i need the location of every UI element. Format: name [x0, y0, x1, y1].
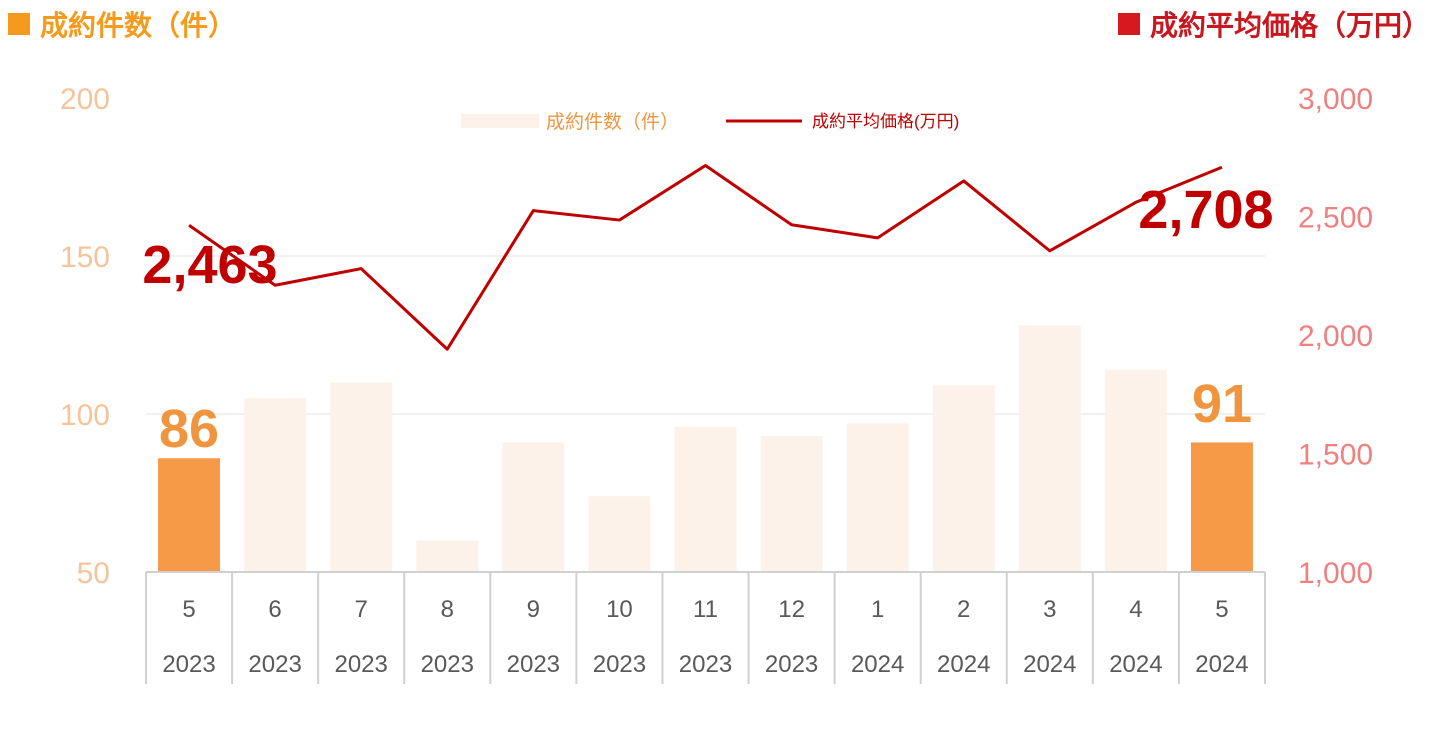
- right-axis-title-text: 成約平均価格（万円）: [1149, 9, 1430, 42]
- x-month-label: 9: [527, 596, 540, 623]
- bar-highlight: [158, 458, 221, 572]
- x-year-label: 2024: [1195, 651, 1248, 678]
- bar: [244, 398, 307, 572]
- x-month-label: 7: [355, 596, 368, 623]
- bar: [1018, 325, 1081, 572]
- price-line: [188, 164, 1223, 351]
- x-year-label: 2023: [334, 651, 387, 678]
- bar: [1104, 369, 1167, 572]
- orange-square-icon: [8, 13, 30, 35]
- right-tick-label: 1,500: [1298, 439, 1373, 472]
- x-year-label: 2024: [937, 651, 990, 678]
- x-month-label: 5: [1215, 596, 1228, 623]
- legend-bar-swatch: [461, 114, 539, 128]
- x-year-label: 2023: [507, 651, 560, 678]
- bar: [416, 540, 479, 572]
- x-month-label: 12: [778, 596, 805, 623]
- right-tick-label: 1,000: [1298, 557, 1373, 590]
- x-month-label: 10: [606, 596, 633, 623]
- bar: [502, 442, 565, 572]
- x-year-label: 2024: [1109, 651, 1162, 678]
- left-tick-label: 50: [77, 557, 110, 590]
- right-tick-label: 2,500: [1298, 202, 1373, 235]
- bar: [846, 423, 909, 572]
- x-month-label: 4: [1129, 596, 1142, 623]
- legend: 成約件数（件） 成約平均価格(万円): [461, 111, 959, 133]
- right-tick-label: 2,000: [1298, 320, 1373, 353]
- bar-highlight: [1190, 442, 1253, 572]
- x-month-label: 8: [441, 596, 454, 623]
- x-month-label: 6: [268, 596, 281, 623]
- bar: [932, 385, 995, 572]
- x-year-label: 2023: [248, 651, 301, 678]
- x-month-label: 1: [871, 596, 884, 623]
- bar: [330, 382, 393, 572]
- bar: [588, 496, 651, 572]
- left-tick-label: 150: [60, 241, 110, 274]
- left-axis-title-text: 成約件数（件）: [40, 9, 237, 42]
- callout-price-last: 2,708: [1138, 180, 1273, 240]
- x-year-label: 2023: [679, 651, 732, 678]
- bar: [760, 436, 823, 572]
- bar: [674, 426, 737, 572]
- right-tick-label: 3,000: [1298, 83, 1373, 116]
- left-tick-label: 100: [60, 399, 110, 432]
- left-tick-label: 200: [60, 83, 110, 116]
- callout-count-last: 91: [1192, 374, 1252, 434]
- x-year-label: 2023: [162, 651, 215, 678]
- x-month-label: 11: [693, 596, 718, 623]
- red-square-icon: [1117, 13, 1140, 35]
- x-month-label: 5: [182, 596, 195, 623]
- x-year-label: 2023: [593, 651, 646, 678]
- x-month-label: 3: [1043, 596, 1056, 623]
- legend-line-label: 成約平均価格(万円): [812, 112, 959, 131]
- x-year-label: 2024: [851, 651, 904, 678]
- x-month-label: 2: [957, 596, 970, 623]
- right-axis-title: 成約平均価格（万円）: [1117, 4, 1430, 44]
- callout-count-first: 86: [159, 399, 219, 459]
- x-year-label: 2023: [765, 651, 818, 678]
- legend-bar-label: 成約件数（件）: [546, 111, 679, 133]
- x-year-label: 2023: [421, 651, 474, 678]
- left-axis-title: 成約件数（件）: [8, 4, 236, 44]
- x-year-label: 2024: [1023, 651, 1076, 678]
- callout-price-first: 2,463: [142, 235, 277, 295]
